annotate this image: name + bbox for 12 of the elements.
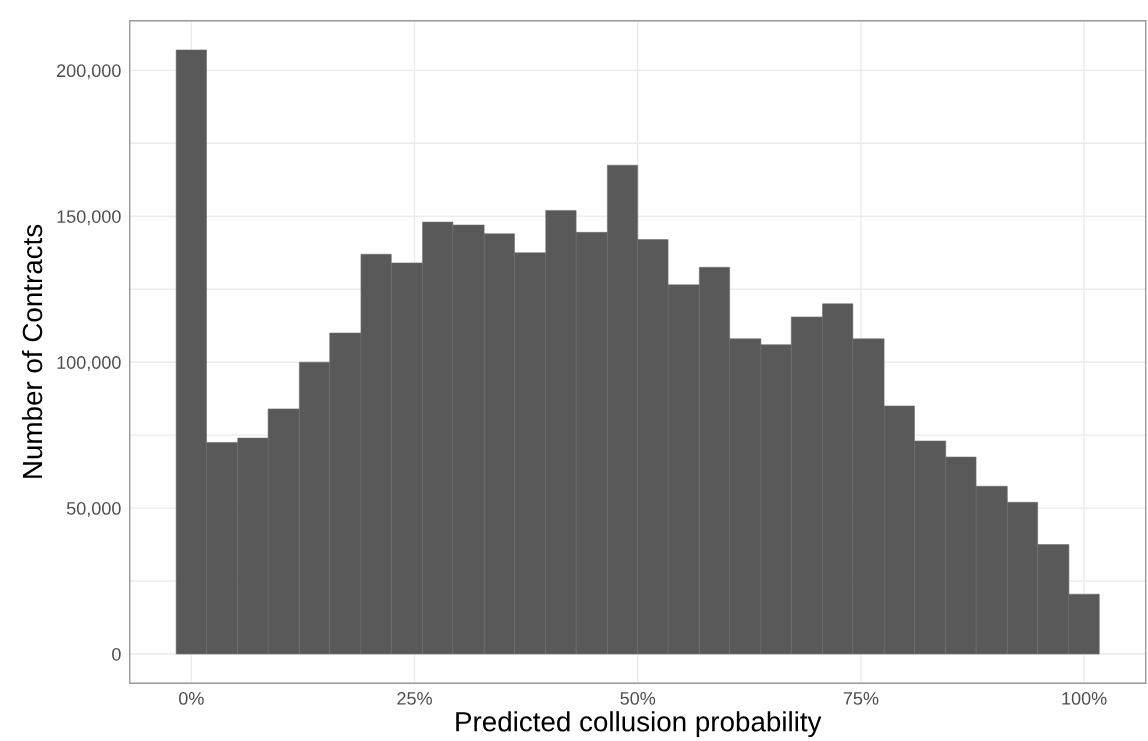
y-tick-label: 150,000 [57, 210, 121, 226]
x-axis-title: Predicted collusion probability [456, 711, 822, 738]
y-axis-title: Number of Contracts [21, 224, 43, 478]
x-tick-label: 100% [1062, 692, 1107, 705]
y-tick-label: 200,000 [57, 64, 121, 80]
x-tick-label: 75% [843, 692, 879, 705]
x-tick-label: 0% [178, 692, 204, 705]
y-tick-label: 50,000 [66, 502, 121, 517]
x-tick-label: 50% [620, 692, 656, 705]
y-tick-label: 0 [112, 647, 121, 661]
y-tick-label: 100,000 [57, 356, 121, 372]
x-tick-label: 25% [397, 692, 432, 705]
